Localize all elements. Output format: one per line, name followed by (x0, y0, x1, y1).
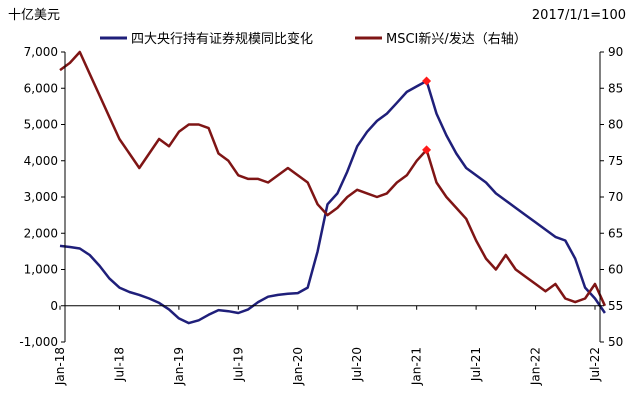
right-tick-label: 65 (608, 226, 623, 240)
x-tick-label: Jan-19 (172, 347, 186, 386)
right-tick-label: 60 (608, 263, 623, 277)
legend-label-series-1: 四大央行持有证券规模同比变化 (131, 31, 313, 47)
right-tick-label: 50 (608, 335, 623, 349)
peak-marker-2 (422, 145, 432, 155)
left-tick-label: 0 (50, 299, 58, 313)
left-tick-label: 4,000 (24, 154, 58, 168)
x-tick-label: Jan-18 (53, 347, 67, 386)
x-tick-label: Jul-20 (350, 347, 364, 382)
peak-marker-1 (422, 76, 432, 86)
x-tick-label: Jan-20 (291, 347, 305, 386)
right-base-note: 2017/1/1=100 (532, 8, 626, 23)
right-tick-label: 85 (608, 81, 623, 95)
x-tick-label: Jul-21 (469, 347, 483, 382)
legend-label-series-2: MSCI新兴/发达（右轴） (386, 31, 527, 47)
right-tick-label: 70 (608, 190, 623, 204)
x-tick-label: Jul-22 (588, 347, 602, 382)
series-line-2 (59, 50, 607, 307)
left-tick-label: 1,000 (24, 263, 58, 277)
left-tick-label: 7,000 (24, 45, 58, 59)
right-tick-label: 90 (608, 45, 623, 59)
x-tick-label: Jan-21 (410, 347, 424, 386)
right-tick-label: 55 (608, 299, 623, 313)
right-tick-label: 75 (608, 154, 623, 168)
left-tick-label: 2,000 (24, 226, 58, 240)
left-tick-label: -1,000 (19, 335, 58, 349)
series-line-1 (59, 79, 606, 325)
left-tick-label: 6,000 (24, 81, 58, 95)
x-tick-label: Jul-18 (112, 347, 126, 382)
left-tick-label: 3,000 (24, 190, 58, 204)
left-tick-label: 5,000 (24, 118, 58, 132)
x-tick-label: Jan-22 (529, 347, 543, 386)
left-unit-label: 十亿美元 (8, 8, 60, 23)
right-tick-label: 80 (608, 118, 623, 132)
x-tick-label: Jul-19 (231, 347, 245, 382)
